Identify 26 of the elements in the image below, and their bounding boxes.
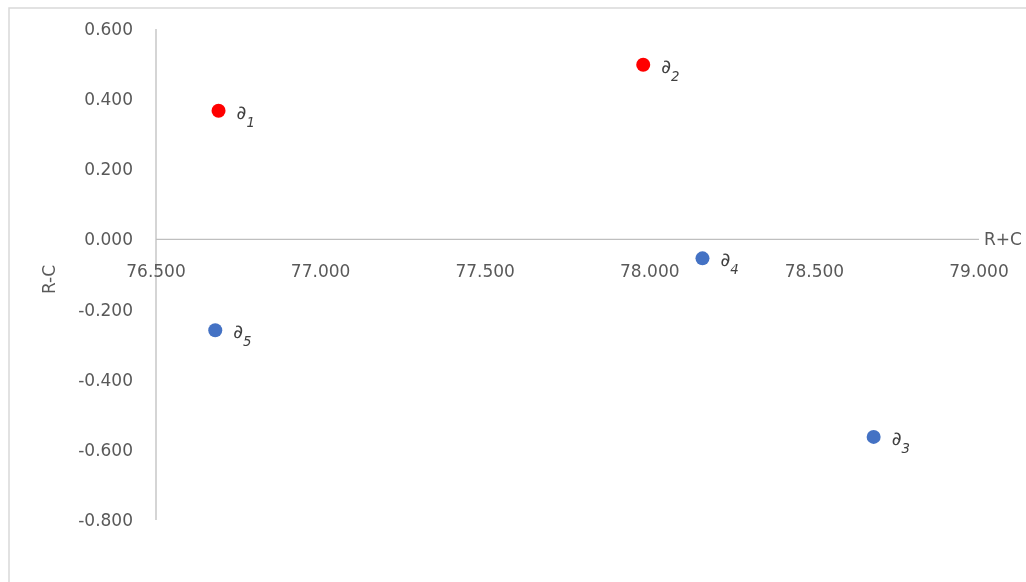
annotation: ∂$_{4}$ [720, 248, 739, 277]
y-tick-label: -0.600 [78, 439, 133, 460]
x-tick-label: 77.000 [290, 261, 351, 282]
y-tick-label: -0.400 [78, 369, 133, 390]
y-tick-label: -0.800 [78, 509, 133, 530]
point [695, 251, 710, 266]
annotation: ∂$_{5}$ [233, 320, 252, 349]
y-tick-label: 0.400 [84, 89, 133, 110]
y-tick-label: 0.200 [84, 159, 133, 180]
x-tick-label: 78.500 [784, 261, 845, 282]
point [636, 57, 651, 72]
y-tick-label: -0.200 [78, 299, 133, 320]
x-tick-label: 79.000 [949, 261, 1009, 282]
x-tick-label: 77.500 [455, 261, 515, 282]
y-tick-label: 0.000 [84, 229, 133, 250]
point [211, 103, 226, 118]
point [208, 323, 223, 338]
x-tick-label: 78.000 [620, 261, 680, 282]
annotation: ∂$_{2}$ [661, 54, 680, 84]
point [866, 429, 881, 444]
x-axis-title: R+C [984, 229, 1022, 250]
x-tick-label: 76.500 [126, 261, 186, 282]
y-axis-title: R-C [39, 264, 59, 295]
annotation: ∂$_{1}$ [236, 100, 255, 130]
y-tick-label: 0.600 [84, 18, 133, 39]
annotation: ∂$_{3}$ [891, 426, 910, 456]
